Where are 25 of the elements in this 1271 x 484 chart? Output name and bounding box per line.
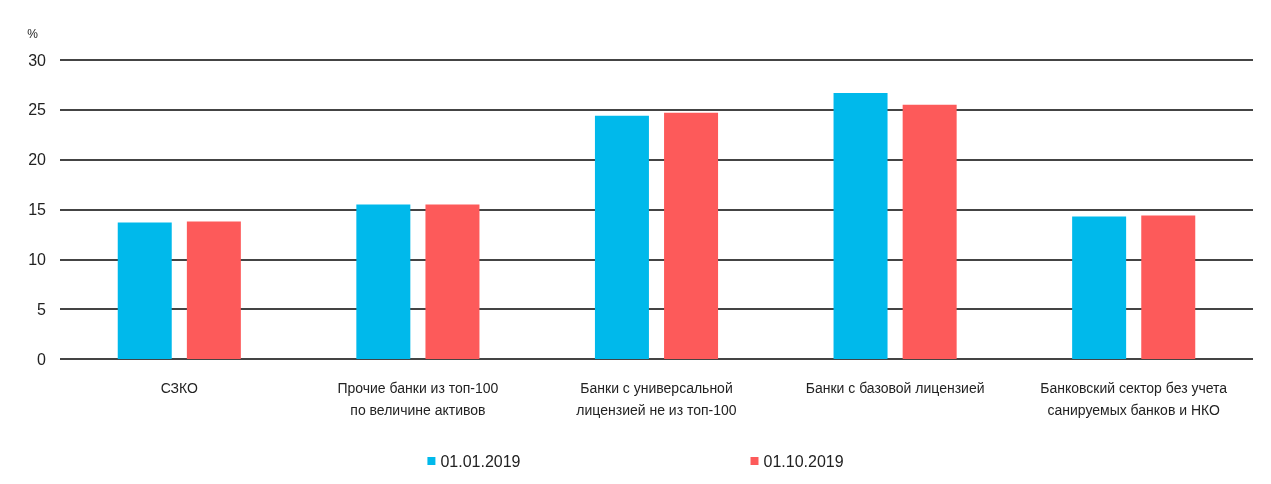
x-tick-label: Банки с универсальной лицензией не из топ-100 [576,380,737,418]
bar [664,112,719,359]
x-tick-label: Банки с базовой лицензией [805,380,985,396]
bar [1141,215,1196,359]
bar [1072,216,1127,359]
bar [356,204,411,359]
x-tick-label: Банковский сектор без учета санируемых банков и НКО [1040,380,1228,418]
y-tick-label: 0 [37,350,47,368]
legend-label: 01.01.2019 [440,452,521,470]
y-tick-label: 25 [28,101,47,119]
y-axis-title: % [27,27,39,41]
y-tick-label: 10 [28,250,47,268]
y-tick-label: 5 [37,300,47,318]
bar [117,222,172,359]
bar [902,104,957,359]
y-tick-label: 30 [28,51,47,69]
x-tick-label: Прочие банки из топ-100 по величине активов [337,380,499,418]
y-tick-label: 20 [28,151,47,169]
bar [425,204,480,359]
bar [594,115,649,359]
bar [186,221,241,359]
y-tick-label: 15 [28,201,47,218]
legend-label: 01.10.2019 [763,452,844,470]
x-tick-label: СЗКО [160,380,199,396]
bar [833,92,888,359]
